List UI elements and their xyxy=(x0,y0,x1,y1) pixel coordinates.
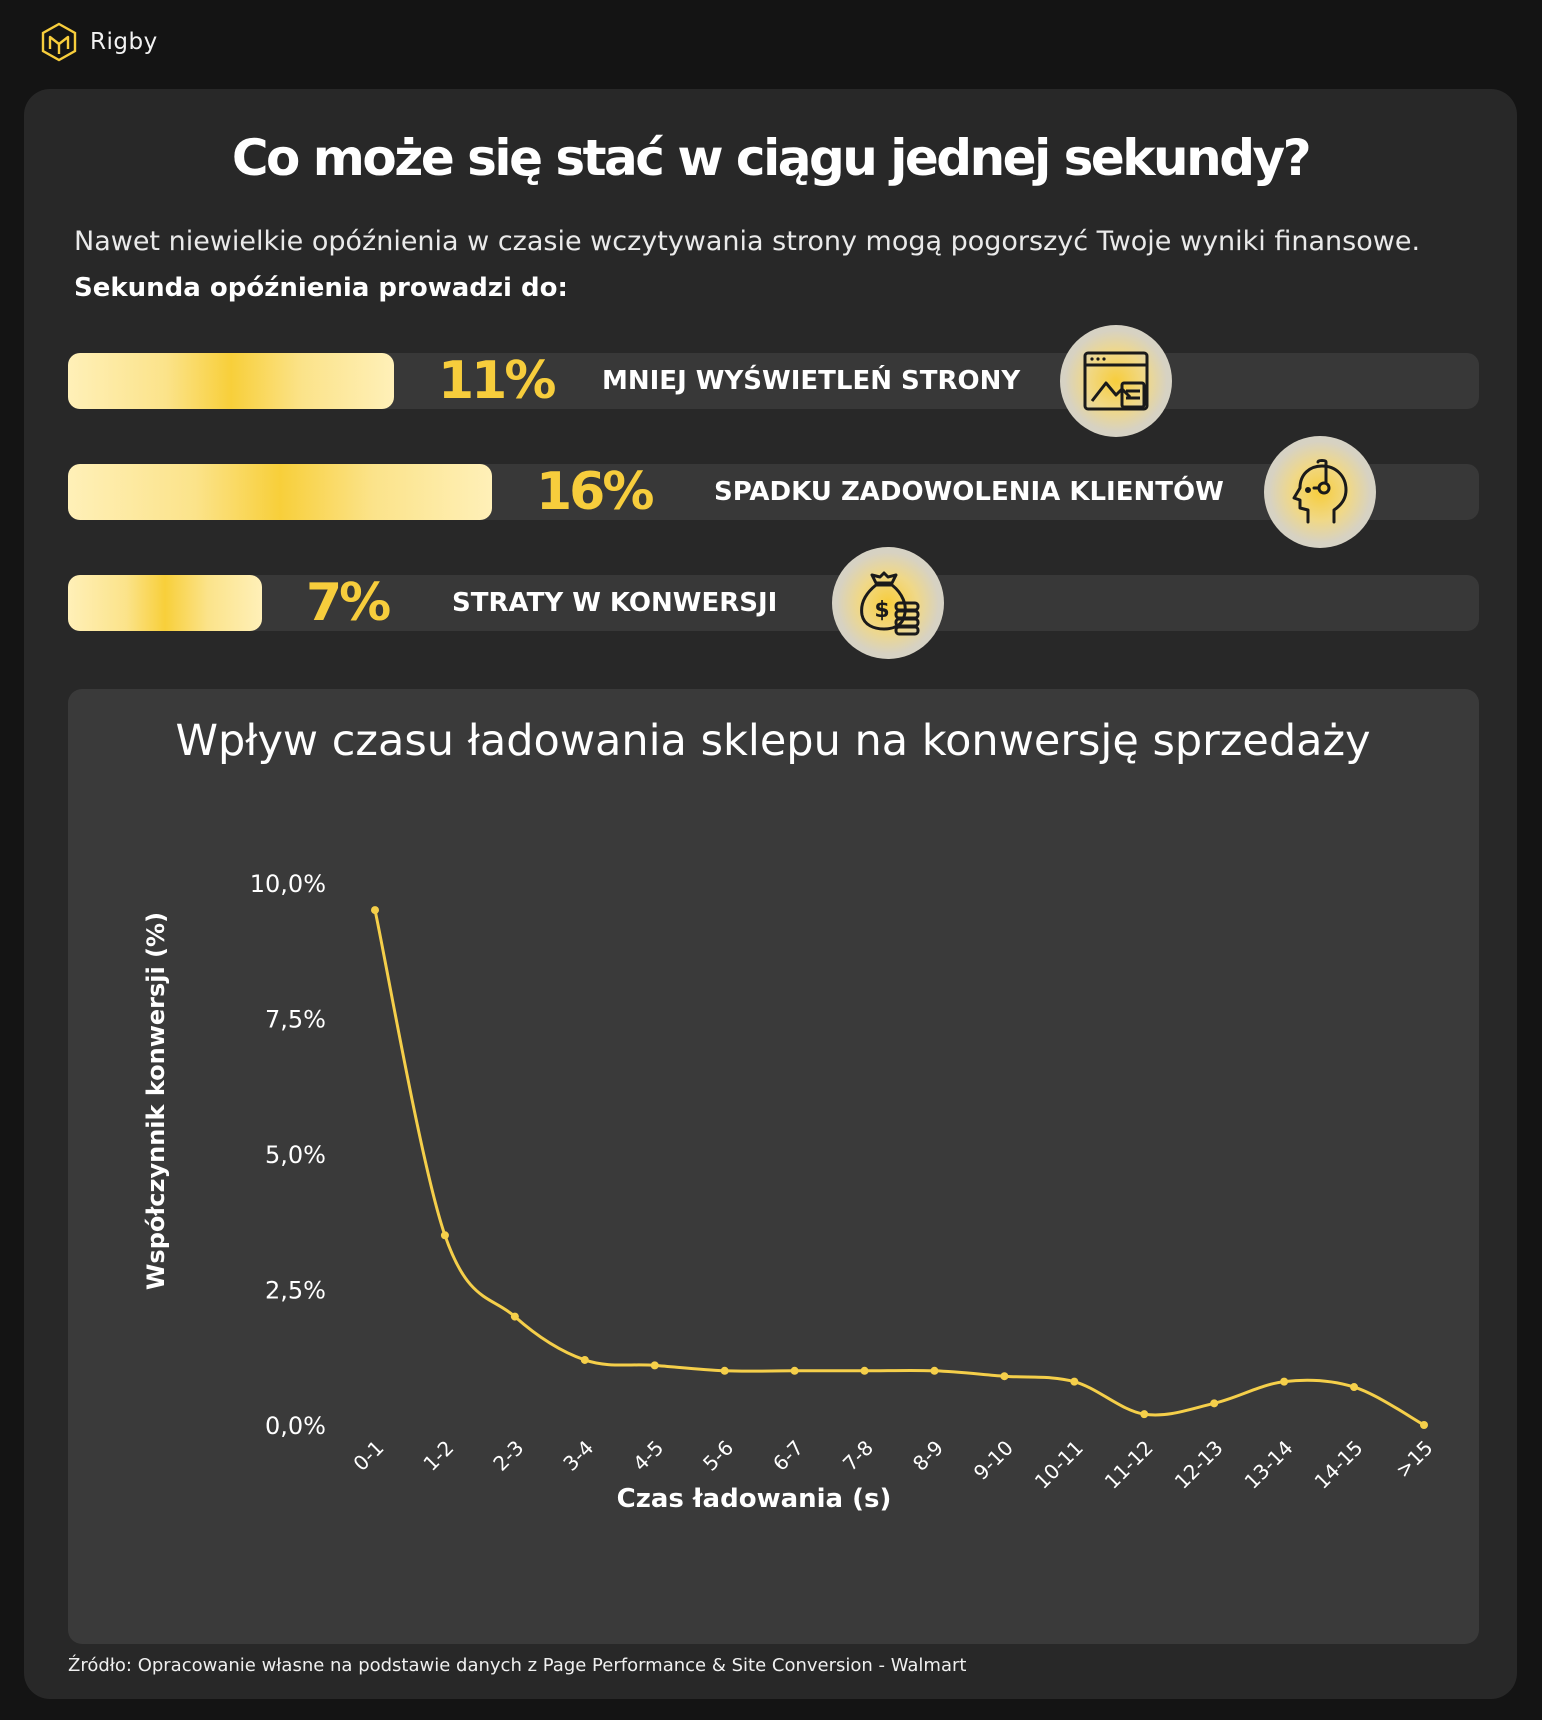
x-tick-label: 6-7 xyxy=(768,1436,808,1476)
x-tick-label: 12-13 xyxy=(1170,1436,1228,1494)
x-tick-label: 7-8 xyxy=(838,1436,878,1476)
x-tick-label: 8-9 xyxy=(908,1436,948,1476)
browser-window-icon xyxy=(1083,351,1149,411)
chart-title: Wpływ czasu ładowania sklepu na konwersj… xyxy=(175,716,1370,766)
money-bag-coins-icon: $ xyxy=(860,571,920,636)
y-tick-label: 0,0% xyxy=(265,1412,326,1440)
x-tick-label: 10-11 xyxy=(1030,1436,1088,1494)
data-point xyxy=(720,1366,729,1375)
x-tick-label: 3-4 xyxy=(558,1436,598,1476)
conversion-line-chart: Wpływ czasu ładowania sklepu na konwersj… xyxy=(142,716,1438,1514)
x-tick-label: 9-10 xyxy=(969,1436,1018,1485)
brand: Rigby xyxy=(40,22,158,62)
data-point xyxy=(1070,1377,1079,1386)
y-tick-label: 2,5% xyxy=(265,1277,326,1305)
stat-label: MNIEJ WYŚWIETLEŃ STRONY xyxy=(602,366,1021,396)
stat-icon-circle xyxy=(1264,436,1376,548)
data-point xyxy=(1140,1410,1149,1419)
y-tick-label: 7,5% xyxy=(265,1006,326,1034)
stat-bar-fill xyxy=(68,353,394,409)
stat-label: SPADKU ZADOWOLENIA KLIENTÓW xyxy=(714,477,1224,507)
x-tick-label: >15 xyxy=(1391,1436,1438,1483)
x-tick-label: 14-15 xyxy=(1310,1436,1368,1494)
x-tick-labels: 0-1 1-2 2-3 3-4 4-5 5-6 6-7 7-8 8-9 9-10 10-11 11-1… xyxy=(348,1436,1437,1494)
data-point xyxy=(1210,1399,1219,1408)
stat-row-page-views: 11% MNIEJ WYŚWIETLEŃ STRONY xyxy=(68,325,1479,437)
source-note: Źródło: Opracowanie własne na podstawie … xyxy=(68,1655,967,1676)
data-point xyxy=(510,1312,519,1321)
stat-row-satisfaction: 16% SPADKU ZADOWOLENIA KLIENTÓW xyxy=(68,436,1479,548)
stat-icon-circle: $ xyxy=(832,547,944,659)
data-point xyxy=(860,1366,869,1375)
stat-icon-circle xyxy=(1060,325,1172,437)
page-title: Co może się stać w ciągu jednej sekundy? xyxy=(231,129,1312,187)
series-line xyxy=(373,909,1425,1427)
x-tick-label: 5-6 xyxy=(698,1436,738,1476)
infographic-card: Co może się stać w ciągu jednej sekundy?… xyxy=(24,89,1517,1699)
x-tick-label: 13-14 xyxy=(1240,1436,1298,1494)
stat-percent: 16% xyxy=(536,462,654,522)
data-point xyxy=(371,906,379,915)
stat-percent: 11% xyxy=(438,351,556,411)
data-point xyxy=(930,1366,939,1375)
data-points xyxy=(371,906,1428,1429)
data-point xyxy=(1420,1421,1428,1429)
data-point xyxy=(1350,1383,1359,1392)
chart-panel: Wpływ czasu ładowania sklepu na konwersj… xyxy=(68,689,1479,1644)
data-point xyxy=(1280,1377,1289,1386)
x-axis-label: Czas ładowania (s) xyxy=(617,1484,892,1514)
stat-track xyxy=(68,575,1479,631)
brand-name: Rigby xyxy=(90,29,158,55)
x-tick-label: 1-2 xyxy=(418,1436,458,1476)
head-with-headset-icon xyxy=(1292,459,1348,524)
data-point xyxy=(440,1231,449,1240)
x-tick-label: 11-12 xyxy=(1100,1436,1158,1494)
stat-label: STRATY W KONWERSJI xyxy=(452,588,778,618)
intro-lead: Sekunda opóźnienia prowadzi do: xyxy=(74,273,568,303)
y-axis-label: Współczynnik konwersji (%) xyxy=(142,912,170,1290)
data-point xyxy=(650,1361,659,1370)
data-point xyxy=(1000,1372,1009,1381)
y-tick-label: 10,0% xyxy=(250,870,326,898)
svg-text:$: $ xyxy=(874,598,889,623)
data-point xyxy=(790,1366,799,1375)
y-tick-labels: 0,0% 2,5% 5,0% 7,5% 10,0% xyxy=(250,870,326,1440)
stat-row-conversion: 7% STRATY W KONWERSJI $ xyxy=(68,547,1479,659)
intro-text: Nawet niewielkie opóźnienia w czasie wcz… xyxy=(74,219,1504,311)
hexagon-logo-icon xyxy=(41,22,77,62)
x-tick-label: 4-5 xyxy=(628,1436,668,1476)
stat-bar-fill xyxy=(68,464,492,520)
stat-percent: 7% xyxy=(306,573,391,633)
data-point xyxy=(580,1355,589,1364)
stat-bar-fill xyxy=(68,575,262,631)
intro-line: Nawet niewielkie opóźnienia w czasie wcz… xyxy=(74,226,1421,257)
y-tick-label: 5,0% xyxy=(265,1141,326,1169)
x-tick-label: 0-1 xyxy=(348,1436,388,1476)
x-tick-label: 2-3 xyxy=(488,1436,528,1476)
